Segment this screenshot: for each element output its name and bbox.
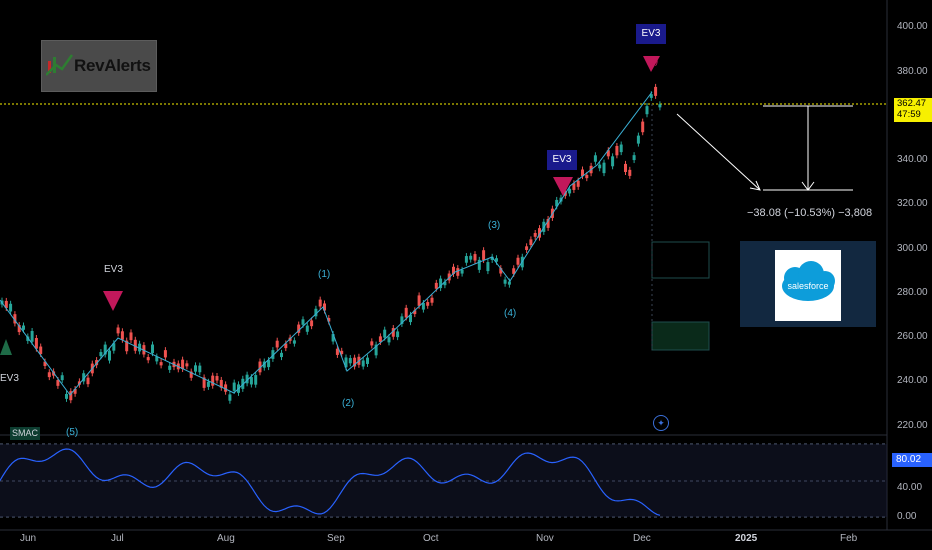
- price-tick: 220.00: [897, 420, 928, 431]
- wave-label-4: (4): [504, 308, 517, 319]
- salesforce-logo-frame: salesforce: [775, 250, 841, 321]
- oscillator-line: [0, 448, 661, 516]
- osc-current-label: 80.02: [892, 453, 932, 467]
- ev3-up-triangle-far-left: [0, 339, 12, 355]
- logo-text: RevAlerts: [74, 56, 151, 75]
- time-tick: Jun: [20, 533, 37, 544]
- price-tick: 340.00: [897, 154, 928, 165]
- measure-arrowhead: [801, 181, 815, 191]
- price-tick: 240.00: [897, 375, 928, 386]
- wave-label-5-left: (5): [66, 427, 79, 438]
- ev3-label-left: EV3: [104, 264, 123, 275]
- ev3-label-far-left: EV3: [0, 373, 19, 384]
- time-tick: 2025: [735, 533, 758, 544]
- salesforce-text: salesforce: [787, 281, 829, 291]
- price-tick: 280.00: [897, 287, 928, 298]
- salesforce-cloud-icon: [782, 261, 835, 301]
- projection-arrow: [676, 113, 761, 191]
- ev3-triangle-left: [103, 291, 123, 311]
- candlesticks: [0, 83, 662, 404]
- measure-readout: −38.08 (−10.53%) −3,808: [747, 207, 873, 219]
- wave-label-1: (1): [318, 269, 331, 280]
- wave-label-5-top: (5): [646, 56, 659, 67]
- time-tick: Nov: [536, 533, 554, 544]
- price-tick: 380.00: [897, 66, 928, 77]
- current-price-value: 362.47: [897, 98, 927, 109]
- time-tick: Oct: [423, 533, 439, 544]
- current-price-label: 362.47 47:59: [894, 98, 932, 122]
- wave-label-2: (2): [342, 398, 355, 409]
- time-tick: Aug: [217, 533, 235, 544]
- smac-tag: SMAC: [10, 427, 40, 440]
- ev3-triangle-mid: [553, 177, 573, 196]
- logo-chart-icon: [46, 54, 74, 76]
- ev3-triangle-top: [643, 56, 660, 72]
- revalerts-logo: RevAlerts: [41, 40, 157, 92]
- osc-tick-40: 40.00: [897, 482, 923, 493]
- time-tick: Sep: [327, 533, 345, 544]
- target-box-2: [651, 321, 710, 351]
- target-box-1: [651, 241, 710, 279]
- scroll-to-latest-button[interactable]: ✦: [653, 415, 669, 431]
- price-tick: 400.00: [897, 21, 928, 32]
- time-tick: Jul: [111, 533, 124, 544]
- osc-band-fill: [0, 444, 887, 517]
- plus-icon: ✦: [657, 417, 665, 428]
- price-tick: 320.00: [897, 198, 928, 209]
- salesforce-card: salesforce: [740, 241, 876, 327]
- ev3-tag-mid: EV3: [547, 150, 577, 170]
- osc-tick-0: 0.00: [897, 511, 917, 522]
- wave-label-3: (3): [488, 220, 501, 231]
- wave-line: [0, 91, 653, 396]
- price-tick: 260.00: [897, 331, 928, 342]
- ev3-tag-top: EV3: [636, 24, 666, 44]
- countdown: 47:59: [897, 109, 921, 120]
- time-tick: Feb: [840, 533, 858, 544]
- time-tick: Dec: [633, 533, 651, 544]
- projection-arrowhead: [749, 180, 761, 191]
- price-tick: 300.00: [897, 243, 928, 254]
